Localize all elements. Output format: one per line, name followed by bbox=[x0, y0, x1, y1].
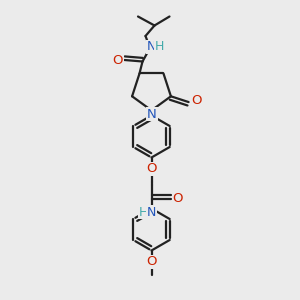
Text: N: N bbox=[147, 107, 157, 121]
Text: H: H bbox=[155, 40, 164, 53]
Text: O: O bbox=[172, 192, 183, 206]
Text: H: H bbox=[138, 206, 148, 219]
Text: O: O bbox=[113, 53, 123, 67]
Text: N: N bbox=[147, 206, 156, 219]
Text: N: N bbox=[147, 40, 156, 53]
Text: O: O bbox=[191, 94, 202, 107]
Text: O: O bbox=[146, 255, 157, 268]
Text: O: O bbox=[146, 162, 157, 176]
